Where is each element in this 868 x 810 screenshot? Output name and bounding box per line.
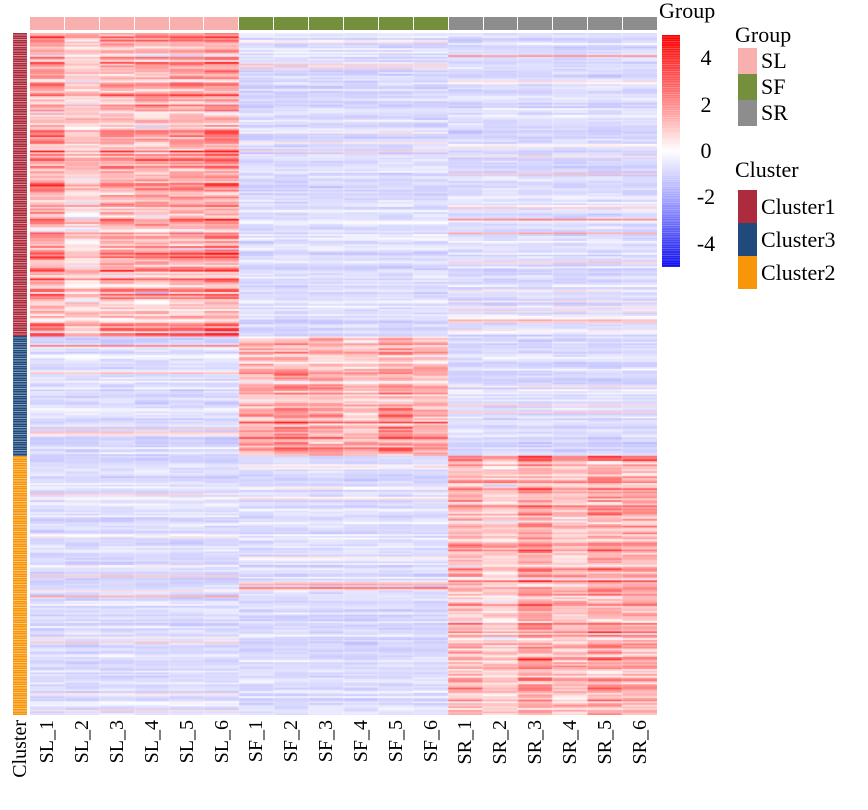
group-legend-item-SL: SL xyxy=(738,48,787,74)
column-annotation-segment-SF_4 xyxy=(344,17,378,30)
group-legend-title: Group xyxy=(735,22,792,47)
cluster-legend-item-Cluster2: Cluster2 xyxy=(738,256,836,289)
cluster-legend-swatch-Cluster2 xyxy=(738,256,757,289)
colorbar-tick-2: 2 xyxy=(700,91,712,117)
column-annotation-segment-SF_6 xyxy=(413,17,448,30)
row-annotation-bar xyxy=(13,33,27,715)
row-annotation-segment-Cluster2 xyxy=(13,455,27,715)
column-annotation-segment-SR_5 xyxy=(588,17,623,30)
x-axis-label-SF_4: SF_4 xyxy=(349,720,372,763)
column-annotation-segment-SF_1 xyxy=(239,17,274,30)
row-annotation-axis-label: Cluster xyxy=(9,720,31,778)
group-legend-item-SR: SR xyxy=(738,100,788,126)
x-axis-label-SR_3: SR_3 xyxy=(524,720,547,765)
row-annotation-segment-Cluster1 xyxy=(13,33,27,337)
group-legend-swatch-SF xyxy=(738,74,757,100)
column-annotation-segment-SF_5 xyxy=(378,17,413,30)
cluster-legend-label-Cluster3: Cluster3 xyxy=(761,226,836,252)
cluster-legend-label-Cluster2: Cluster2 xyxy=(761,259,836,285)
x-axis-label-SF_3: SF_3 xyxy=(315,720,338,763)
x-axis-label-SR_4: SR_4 xyxy=(558,720,581,765)
column-annotation-segment-SL_1 xyxy=(30,17,64,30)
column-annotation-bar xyxy=(30,17,658,30)
x-axis-label-SR_6: SR_6 xyxy=(628,720,651,765)
colorbar-tick--4: -4 xyxy=(696,230,716,256)
row-annotation-segment-Cluster3 xyxy=(13,336,27,456)
column-annotation-segment-SR_2 xyxy=(483,17,518,30)
top-annotation-title: Group xyxy=(659,0,716,23)
x-axis-label-SF_2: SF_2 xyxy=(280,720,303,763)
x-axis-label-SR_5: SR_5 xyxy=(593,720,616,765)
column-annotation-segment-SL_6 xyxy=(204,17,239,30)
x-axis-label-SL_1: SL_1 xyxy=(36,720,59,764)
x-axis-label-SF_5: SF_5 xyxy=(384,720,407,763)
colorbar-gradient xyxy=(662,35,680,267)
group-legend-swatch-SL xyxy=(738,48,757,74)
x-axis-label-SL_5: SL_5 xyxy=(175,720,198,764)
column-annotation-segment-SL_5 xyxy=(169,17,204,30)
x-axis-label-SL_6: SL_6 xyxy=(210,720,233,764)
group-legend-swatch-SR xyxy=(738,100,757,126)
cluster-legend-item-Cluster3: Cluster3 xyxy=(738,223,836,256)
colorbar-tick-4: 4 xyxy=(700,45,712,71)
colorbar-tick--2: -2 xyxy=(696,184,716,210)
heatmap-canvas xyxy=(30,33,657,715)
group-legend-label-SR: SR xyxy=(761,100,788,125)
x-axis-label-SL_4: SL_4 xyxy=(140,720,163,764)
column-annotation-segment-SR_1 xyxy=(448,17,483,30)
cluster-legend-swatch-Cluster1 xyxy=(738,190,757,223)
column-annotation-segment-SR_4 xyxy=(553,17,588,30)
x-axis-label-SR_2: SR_2 xyxy=(489,720,512,765)
x-axis-label-SL_3: SL_3 xyxy=(106,720,129,764)
cluster-legend-title: Cluster xyxy=(735,157,799,182)
x-axis-label-SF_1: SF_1 xyxy=(245,720,268,763)
column-annotation-segment-SR_3 xyxy=(518,17,553,30)
x-axis-label-SF_6: SF_6 xyxy=(419,720,442,763)
cluster-legend-item-Cluster1: Cluster1 xyxy=(738,190,836,223)
x-axis-label-SL_2: SL_2 xyxy=(71,720,94,764)
x-axis-label-SR_1: SR_1 xyxy=(454,720,477,765)
group-legend-item-SF: SF xyxy=(738,74,785,100)
group-legend-label-SL: SL xyxy=(761,48,787,73)
column-annotation-segment-SL_4 xyxy=(134,17,169,30)
column-annotation-segment-SL_2 xyxy=(64,17,99,30)
column-annotation-segment-SF_3 xyxy=(309,17,344,30)
cluster-legend-label-Cluster1: Cluster1 xyxy=(761,193,836,219)
column-annotation-segment-SR_6 xyxy=(623,17,658,30)
column-annotation-segment-SL_3 xyxy=(99,17,134,30)
group-legend-label-SF: SF xyxy=(761,74,786,99)
colorbar-tick-0: 0 xyxy=(700,138,712,163)
column-annotation-segment-SF_2 xyxy=(274,17,309,30)
cluster-legend-swatch-Cluster3 xyxy=(738,223,757,256)
